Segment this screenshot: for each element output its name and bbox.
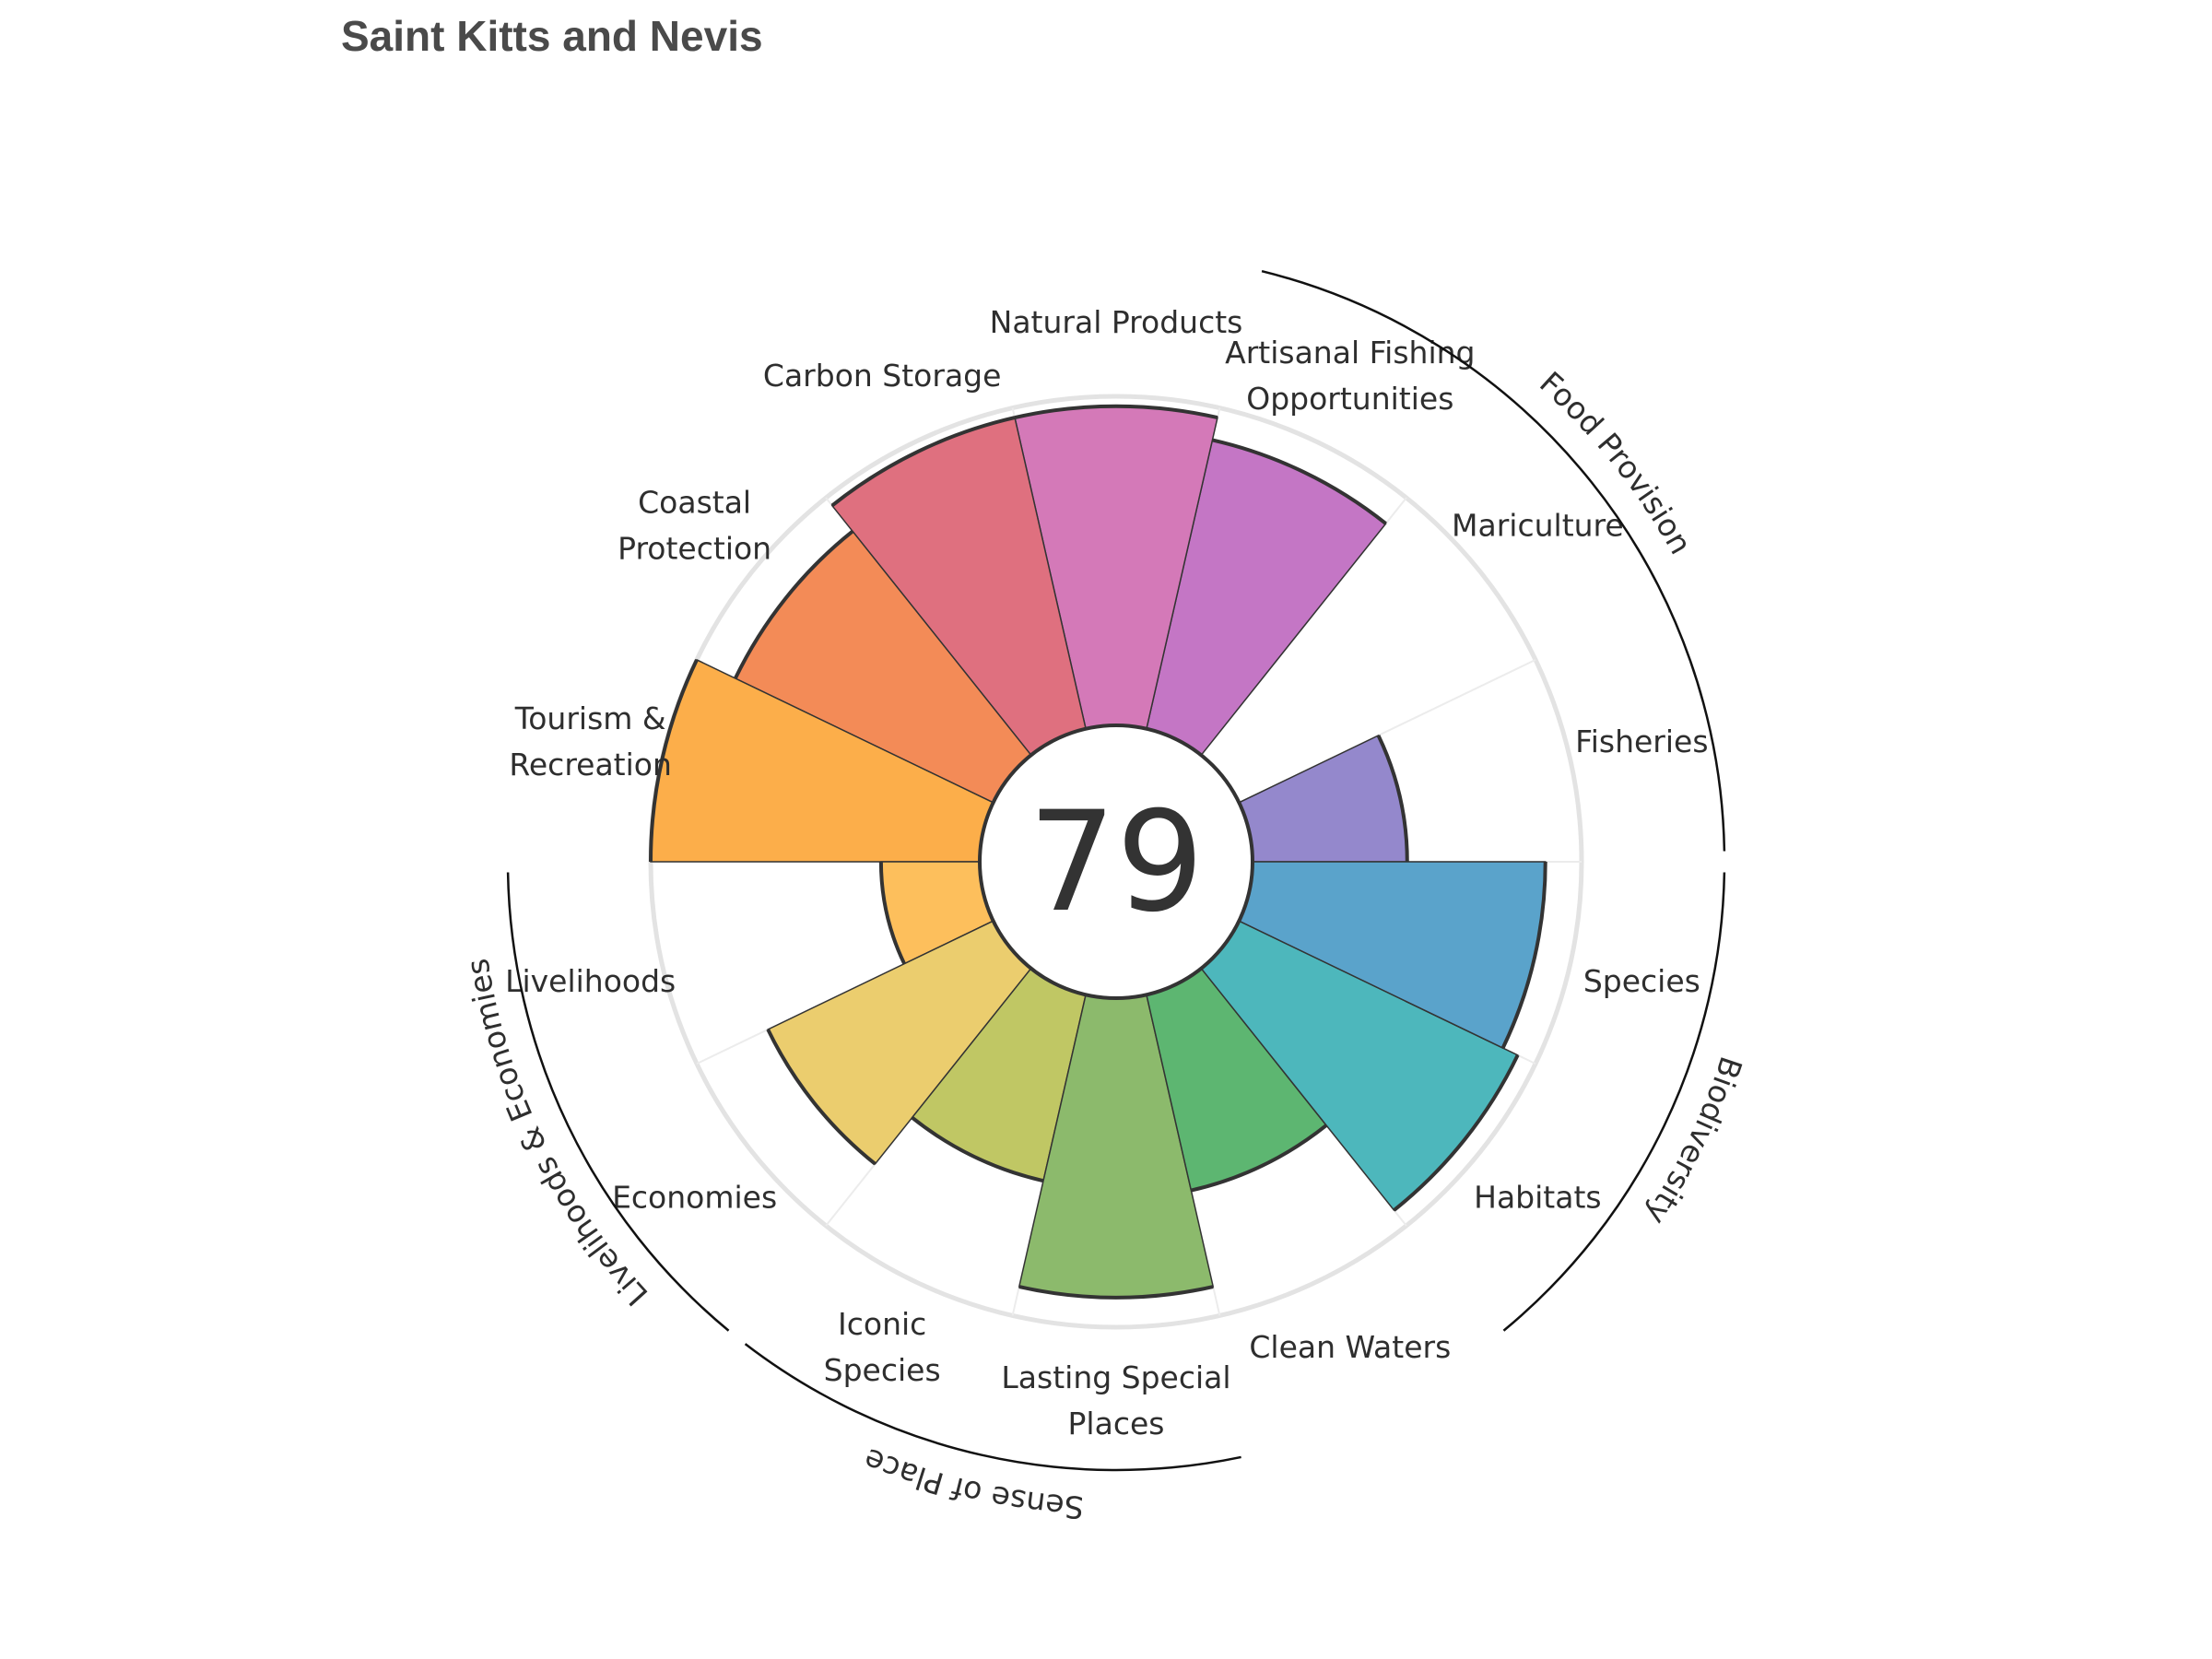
category-label: Species	[1583, 963, 1700, 999]
group-arc	[1261, 269, 1726, 852]
category-label: Clean Waters	[1249, 1329, 1451, 1365]
petal-outline	[911, 1116, 1044, 1183]
petal-outline	[649, 659, 699, 863]
category-label: Natural Products	[990, 304, 1243, 340]
category-label: Mariculture	[1452, 507, 1624, 543]
category-label: Recreation	[509, 747, 671, 782]
category-label: Economies	[612, 1180, 777, 1216]
petal-fisheries	[1238, 734, 1408, 863]
category-label: Fisheries	[1575, 724, 1708, 759]
petal-outline	[1376, 735, 1409, 863]
category-label: Opportunities	[1246, 381, 1453, 417]
group-arc	[1502, 872, 1726, 1332]
group-arc	[506, 872, 730, 1332]
category-label: Tourism &	[514, 700, 666, 736]
petal-outline	[766, 1029, 877, 1166]
petal-outline	[1190, 1124, 1328, 1193]
petal-outline	[878, 861, 906, 965]
petal-outline	[1018, 1285, 1214, 1300]
category-label: Habitats	[1474, 1180, 1601, 1216]
center-disc	[978, 724, 1254, 1000]
category-label: Livelihoods	[505, 963, 676, 999]
group-arc	[744, 1343, 1241, 1472]
category-label: Artisanal Fishing	[1225, 335, 1475, 371]
chart-title: Saint Kitts and Nevis	[341, 12, 763, 60]
center-score: 79	[1029, 782, 1205, 943]
petal-outline	[1393, 1053, 1520, 1212]
category-label: Iconic	[838, 1306, 926, 1342]
category-label: Carbon Storage	[763, 358, 1002, 394]
category-label: Species	[824, 1352, 941, 1388]
label-layer: Fisheries Mariculture Artisanal Fishing Opp…	[505, 304, 1708, 1441]
petal-outline	[1014, 404, 1218, 420]
petal-outline	[1211, 438, 1387, 525]
category-label: Places	[1068, 1406, 1165, 1441]
outline-layer	[649, 404, 1547, 1300]
category-label: Lasting Special	[1001, 1359, 1230, 1395]
category-label: Coastal	[638, 484, 751, 520]
category-label: Protection	[618, 530, 771, 566]
petal-outline	[734, 529, 854, 679]
petal-layer	[650, 405, 1547, 1299]
petal-outline	[830, 416, 1016, 508]
group-label: Livelihoods & Economies	[459, 956, 654, 1312]
petal-outline	[1500, 861, 1547, 1049]
